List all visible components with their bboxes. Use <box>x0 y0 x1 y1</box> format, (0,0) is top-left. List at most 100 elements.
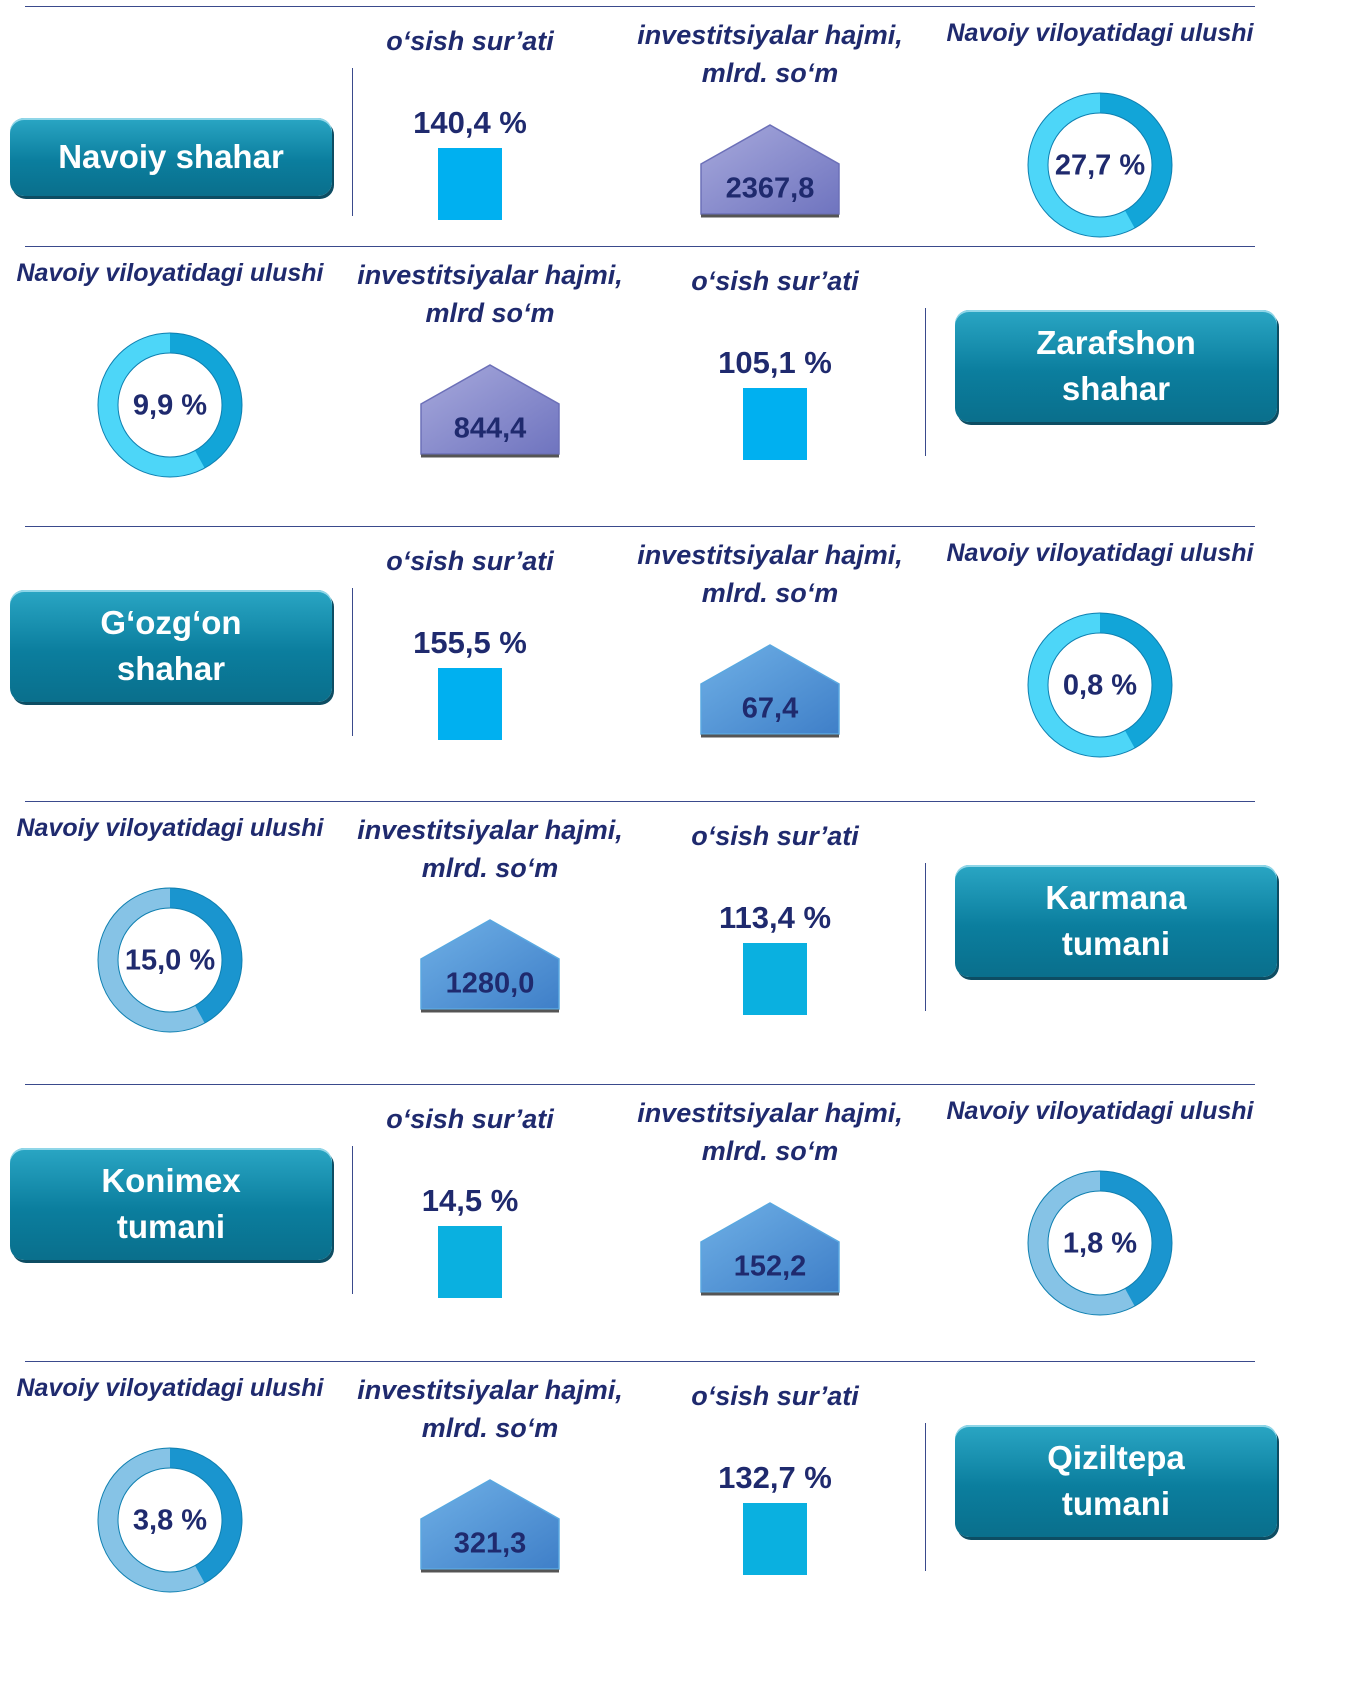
donut-edge <box>1027 1170 1173 1316</box>
separator <box>25 246 1255 247</box>
divider <box>352 588 353 736</box>
share-donut: 9,9 % <box>97 332 243 478</box>
house <box>700 1202 840 1293</box>
text-line: tumani <box>116 1208 226 1245</box>
district-button: Zarafshon shahar <box>955 310 1277 422</box>
divider <box>925 1423 926 1571</box>
invest-shape: 1280,0 <box>420 919 560 1013</box>
donut-arc <box>1099 1171 1172 1307</box>
donut-edge <box>97 332 243 478</box>
growth-label: o‘sish sur’ati <box>386 546 554 576</box>
donut-edge <box>1047 1190 1153 1296</box>
text-line: investitsiyalar hajmi, <box>637 540 903 570</box>
donut-arc <box>169 888 242 1024</box>
invest-value: 152,2 <box>734 1251 807 1283</box>
growth-label: o‘sish sur’ati <box>691 821 859 851</box>
share-label: Navoiy viloyatidagi ulushi <box>946 1097 1254 1125</box>
separator <box>25 801 1255 802</box>
invest-shape: 2367,8 <box>700 124 840 218</box>
divider <box>352 1146 353 1294</box>
district-button: Navoiy shahar <box>10 118 332 196</box>
invest-label: investitsiyalar hajmi, mlrd. so‘m <box>357 811 623 887</box>
invest-label: investitsiyalar hajmi, mlrd. so‘m <box>637 16 903 92</box>
growth-value: 105,1 % <box>718 345 832 380</box>
divider <box>925 308 926 456</box>
invest-label: investitsiyalar hajmi, mlrd. so‘m <box>637 536 903 612</box>
growth-label: o‘sish sur’ati <box>386 26 554 56</box>
invest-value: 2367,8 <box>726 173 815 205</box>
donut-arc <box>1099 613 1172 749</box>
separator <box>25 1084 1255 1085</box>
district-button: Karmana tumani <box>955 865 1277 977</box>
text-line: investitsiyalar hajmi, <box>357 815 623 845</box>
invest-value: 321,3 <box>454 1528 527 1560</box>
share-value: 0,8 % <box>1063 670 1137 702</box>
share-value: 3,8 % <box>133 1505 207 1537</box>
invest-shape: 321,3 <box>420 1479 560 1573</box>
text-line: mlrd so‘m <box>425 298 555 328</box>
share-value: 27,7 % <box>1055 150 1145 182</box>
growth-value: 132,7 % <box>718 1460 832 1495</box>
share-label: Navoiy viloyatidagi ulushi <box>16 1374 324 1402</box>
house <box>420 919 560 1010</box>
text-line: Navoiy shahar <box>58 138 284 175</box>
donut-arc <box>1099 93 1172 229</box>
donut-edge <box>117 1467 223 1573</box>
growth-square <box>743 943 807 1015</box>
share-donut: 3,8 % <box>97 1447 243 1593</box>
text-line: shahar <box>116 650 226 687</box>
share-donut: 1,8 % <box>1027 1170 1173 1316</box>
share-value: 15,0 % <box>125 945 215 977</box>
growth-value: 155,5 % <box>413 625 527 660</box>
district-button: G‘ozg‘on shahar <box>10 590 332 702</box>
invest-shape: 67,4 <box>700 644 840 738</box>
donut-edge <box>97 887 243 1033</box>
growth-label: o‘sish sur’ati <box>386 1104 554 1134</box>
donut-edge <box>1047 112 1153 218</box>
invest-label: investitsiyalar hajmi, mlrd. so‘m <box>357 1371 623 1447</box>
donut-edge <box>117 907 223 1013</box>
separator <box>25 1361 1255 1362</box>
share-donut: 15,0 % <box>97 887 243 1033</box>
invest-value: 844,4 <box>454 413 527 445</box>
growth-value: 113,4 % <box>718 900 832 935</box>
share-label: Navoiy viloyatidagi ulushi <box>16 814 324 842</box>
growth-square <box>743 1503 807 1575</box>
donut-edge <box>117 352 223 458</box>
text-line: investitsiyalar hajmi, <box>637 1098 903 1128</box>
text-line: investitsiyalar hajmi, <box>357 1375 623 1405</box>
house <box>420 364 560 455</box>
invest-label: investitsiyalar hajmi, mlrd. so‘m <box>637 1094 903 1170</box>
invest-shape: 844,4 <box>420 364 560 458</box>
growth-label: o‘sish sur’ati <box>691 266 859 296</box>
share-donut: 0,8 % <box>1027 612 1173 758</box>
growth-label: o‘sish sur’ati <box>691 1381 859 1411</box>
text-line: Konimex <box>101 1162 241 1199</box>
growth-value: 14,5 % <box>421 1183 519 1218</box>
divider <box>925 863 926 1011</box>
invest-value: 67,4 <box>742 693 798 725</box>
house <box>700 124 840 215</box>
divider <box>352 68 353 216</box>
growth-square <box>438 668 502 740</box>
share-value: 1,8 % <box>1063 1228 1137 1260</box>
growth-value: 140,4 % <box>413 105 527 140</box>
text-line: Zarafshon <box>1036 324 1196 361</box>
text-line: mlrd. so‘m <box>421 853 559 883</box>
donut-arc <box>169 333 242 469</box>
share-donut: 27,7 % <box>1027 92 1173 238</box>
text-line: tumani <box>1061 925 1171 962</box>
text-line: mlrd. so‘m <box>421 1413 559 1443</box>
donut-edge <box>1047 632 1153 738</box>
text-line: shahar <box>1061 370 1171 407</box>
separator <box>25 6 1255 7</box>
invest-label: investitsiyalar hajmi, mlrd so‘m <box>357 256 623 332</box>
growth-square <box>438 148 502 220</box>
invest-shape: 152,2 <box>700 1202 840 1296</box>
text-line: tumani <box>1061 1485 1171 1522</box>
text-line: mlrd. so‘m <box>701 1136 839 1166</box>
growth-square <box>438 1226 502 1298</box>
donut-edge <box>1027 92 1173 238</box>
text-line: mlrd. so‘m <box>701 578 839 608</box>
